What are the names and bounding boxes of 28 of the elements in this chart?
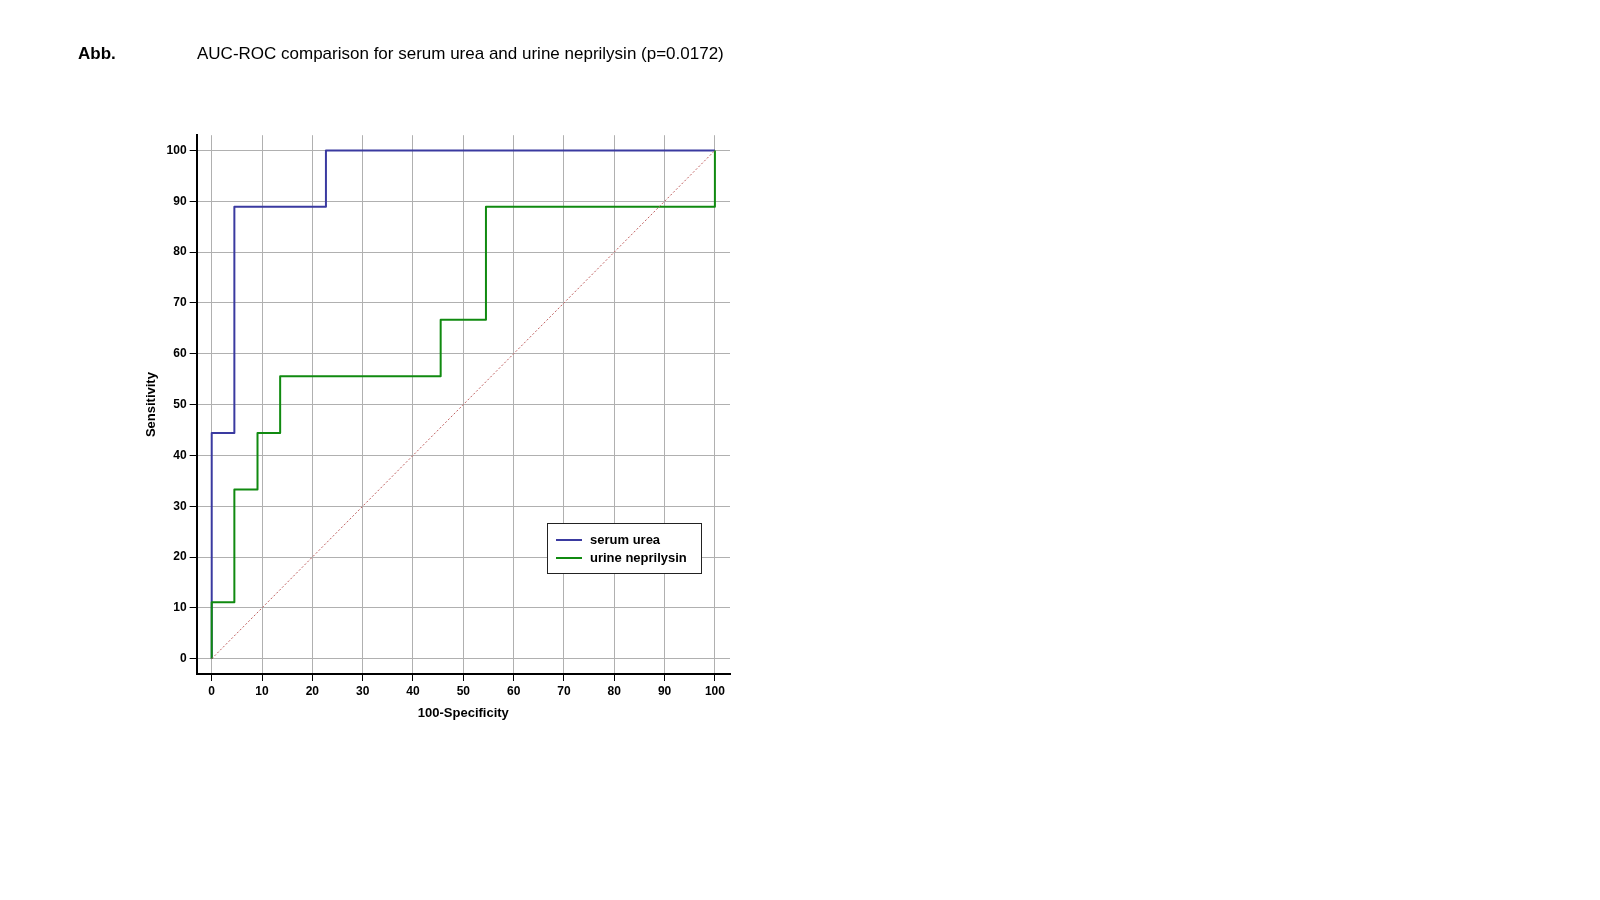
y-tick-label: 80 <box>173 244 187 259</box>
chart-title: AUC-ROC comparison for serum urea and urine neprilysin (p=0.0172) <box>197 44 724 64</box>
x-tick-label: 70 <box>557 683 571 698</box>
x-tick-label: 0 <box>208 683 216 698</box>
y-tick-label: 0 <box>179 651 187 666</box>
x-tick-label: 90 <box>657 683 672 698</box>
y-tick-label: 50 <box>173 396 187 411</box>
x-tick-label: 60 <box>506 683 521 698</box>
x-tick-label: 40 <box>406 683 420 698</box>
x-axis-title: 100-Specificity <box>417 704 510 720</box>
x-tick-label: 10 <box>255 683 270 698</box>
legend-label: urine neprilysin <box>590 550 687 565</box>
y-axis-title: Sensitivity <box>143 371 159 438</box>
x-tick-label: 30 <box>355 683 370 698</box>
y-tick-label: 20 <box>173 549 187 564</box>
y-tick-label: 10 <box>173 600 187 615</box>
x-tick-label: 100 <box>704 683 726 698</box>
x-tick-label: 20 <box>305 683 320 698</box>
y-tick-label: 40 <box>173 447 187 462</box>
y-tick-label: 60 <box>173 346 187 361</box>
text: Abb. <box>78 44 116 64</box>
y-tick-label: 30 <box>173 498 187 513</box>
legend-label: serum urea <box>590 532 661 547</box>
x-tick-label: 80 <box>607 683 622 698</box>
y-tick-label: 100 <box>166 142 187 157</box>
x-tick-label: 50 <box>456 683 471 698</box>
y-tick-label: 90 <box>173 193 187 208</box>
y-tick-label: 70 <box>173 295 187 310</box>
